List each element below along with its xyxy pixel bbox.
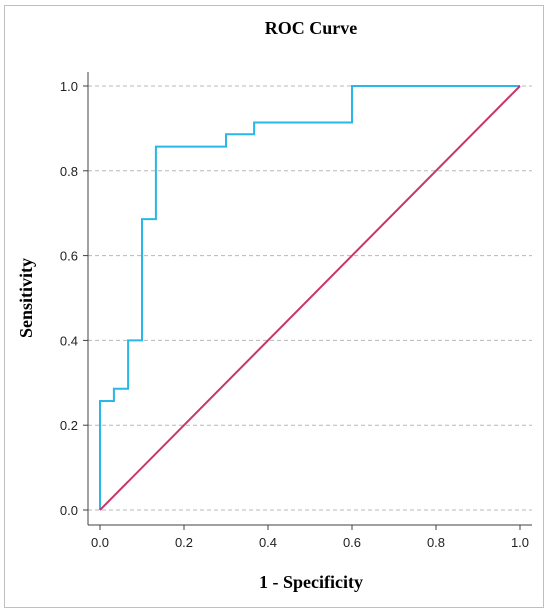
x-tick-label: 1.0 [511,535,529,550]
y-tick-label: 0.6 [60,249,78,264]
y-axis-title: Sensitivity [16,258,36,338]
y-tick-label: 0.0 [60,503,78,518]
x-tick-label: 0.0 [91,535,109,550]
x-tick-label: 0.2 [175,535,193,550]
series-lines [99,85,521,511]
axes [87,72,532,526]
y-tick-label: 0.2 [60,418,78,433]
x-tick-label: 0.6 [343,535,361,550]
x-axis-title: 1 - Specificity [259,572,363,592]
roc-curve-line [99,85,520,510]
tick-marks [83,85,521,530]
chart-title: ROC Curve [265,18,358,38]
grid-lines [88,85,532,511]
x-tick-label: 0.8 [427,535,445,550]
x-tick-label: 0.4 [259,535,277,550]
chart-frame [4,5,544,608]
y-tick-label: 0.4 [60,333,78,348]
y-tick-label: 0.8 [60,164,78,179]
y-tick-label: 1.0 [60,79,78,94]
reference-line [99,85,521,511]
